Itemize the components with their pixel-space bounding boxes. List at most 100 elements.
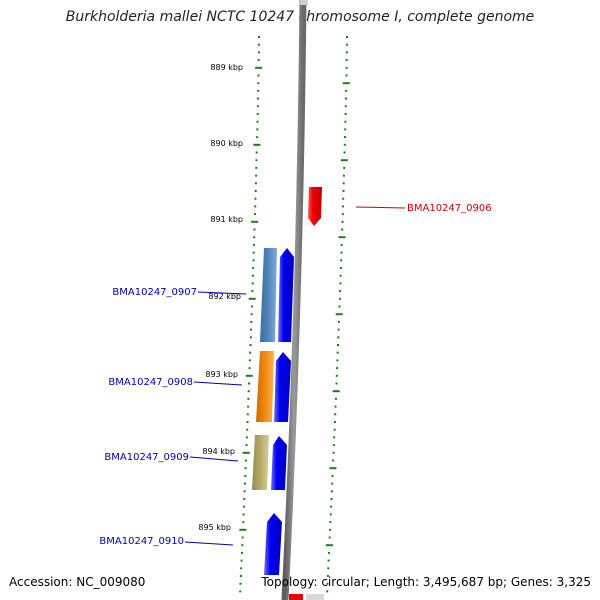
gc-dot (255, 66, 263, 69)
ruler-tick-label: 895 kbp (198, 523, 231, 532)
gc-dot (335, 374, 338, 377)
gc-dot (343, 151, 346, 154)
gc-dot (345, 51, 348, 54)
gc-dot (345, 43, 348, 46)
gene-arrow-BMA10247_0909[interactable] (271, 436, 287, 490)
gc-track-right (325, 36, 350, 593)
gc-dot (335, 313, 343, 316)
gc-dot (243, 482, 246, 485)
gc-dot (342, 205, 344, 208)
gc-dot (342, 197, 345, 200)
gc-dot (257, 89, 260, 92)
gene-arrow-BMA10247_0910[interactable] (264, 513, 282, 575)
gc-dot (330, 498, 333, 500)
gene-arrow-BMA10247_0908[interactable] (274, 352, 291, 422)
gc-dot (257, 97, 259, 100)
gc-dot (344, 120, 347, 123)
leader-line-BMA10247_0908 (193, 381, 243, 386)
gc-dot (255, 166, 258, 169)
gc-dot (333, 436, 336, 439)
gc-dot (329, 521, 332, 524)
gc-dot (332, 390, 340, 393)
gc-dot (344, 105, 347, 108)
gc-dot (338, 305, 341, 308)
gc-dot (344, 136, 346, 139)
gc-dot (339, 274, 342, 277)
gc-dot (328, 536, 331, 539)
ruler-tick-label: 892 kbp (208, 292, 241, 301)
leader-line-BMA10247_0910 (184, 541, 234, 546)
gc-dot (338, 236, 346, 239)
gc-dot (253, 236, 256, 239)
gc-dot (346, 36, 348, 38)
gc-dot (332, 459, 335, 462)
gene-label-BMA10247_0906[interactable]: BMA10247_0906 (407, 203, 492, 214)
gc-dot (338, 297, 341, 300)
gc-dot (345, 97, 347, 100)
gc-dot (252, 251, 255, 254)
gc-track-left (239, 36, 263, 593)
gc-dot (247, 397, 250, 400)
gc-dot (330, 490, 333, 493)
gc-dot (254, 182, 257, 185)
gc-dot (254, 197, 257, 200)
gene-arrow-BMA10247_0907[interactable] (278, 248, 294, 342)
gc-dot (251, 220, 259, 223)
gc-dot (240, 551, 243, 554)
gc-dot (342, 82, 350, 85)
gc-dot (251, 282, 254, 285)
leader-line-BMA10247_0906 (355, 206, 406, 209)
bottom-marker-grey (306, 594, 324, 600)
gc-dot (340, 159, 348, 162)
gc-dot (337, 344, 339, 346)
gene-label-BMA10247_0910[interactable]: BMA10247_0910 (99, 536, 184, 547)
gc-dot (242, 505, 245, 508)
gc-dot (331, 474, 334, 477)
cds-block-orange (256, 351, 274, 422)
gc-dot (329, 467, 337, 470)
leader-line-BMA10247_0909 (189, 456, 239, 462)
gc-dot (344, 128, 347, 131)
gene-label-BMA10247_0908[interactable]: BMA10247_0908 (108, 377, 193, 388)
gc-dot (241, 536, 244, 539)
gc-dot (345, 66, 348, 69)
gc-dot (239, 528, 247, 531)
gc-dot (254, 190, 257, 192)
gc-dot (332, 444, 335, 447)
gc-dot (334, 397, 337, 400)
gc-dot (344, 113, 347, 115)
gc-dot (239, 575, 242, 577)
gc-dot (326, 590, 329, 593)
gc-dot (256, 120, 259, 123)
gc-dot (249, 351, 252, 354)
gc-dot (243, 490, 246, 493)
gc-dot (242, 521, 245, 524)
gc-dot (244, 467, 247, 470)
gc-dot (245, 436, 248, 439)
gc-dot (254, 213, 256, 216)
gc-dot (252, 259, 255, 262)
gc-dot (326, 575, 329, 577)
gc-dot (240, 567, 243, 570)
gc-dot (247, 390, 250, 393)
gene-label-BMA10247_0907[interactable]: BMA10247_0907 (112, 287, 197, 298)
top-marker (300, 0, 308, 5)
gc-dot (248, 382, 250, 385)
gc-dot (334, 413, 337, 416)
gene-arrow-BMA10247_0906[interactable] (308, 187, 322, 226)
gene-label-BMA10247_0909[interactable]: BMA10247_0909 (104, 452, 189, 463)
gc-dot (244, 459, 247, 462)
gc-dot (257, 43, 260, 46)
gc-dot (250, 313, 253, 316)
gc-dot (339, 282, 342, 285)
gc-dot (345, 89, 348, 92)
gc-dot (255, 174, 258, 177)
gc-dot (248, 359, 251, 362)
ruler-tick-label: 891 kbp (210, 215, 243, 224)
gc-dot (241, 544, 244, 547)
gc-dot (332, 451, 335, 454)
gc-dot (331, 482, 334, 485)
gc-dot (325, 544, 333, 547)
gc-dot (250, 305, 253, 308)
